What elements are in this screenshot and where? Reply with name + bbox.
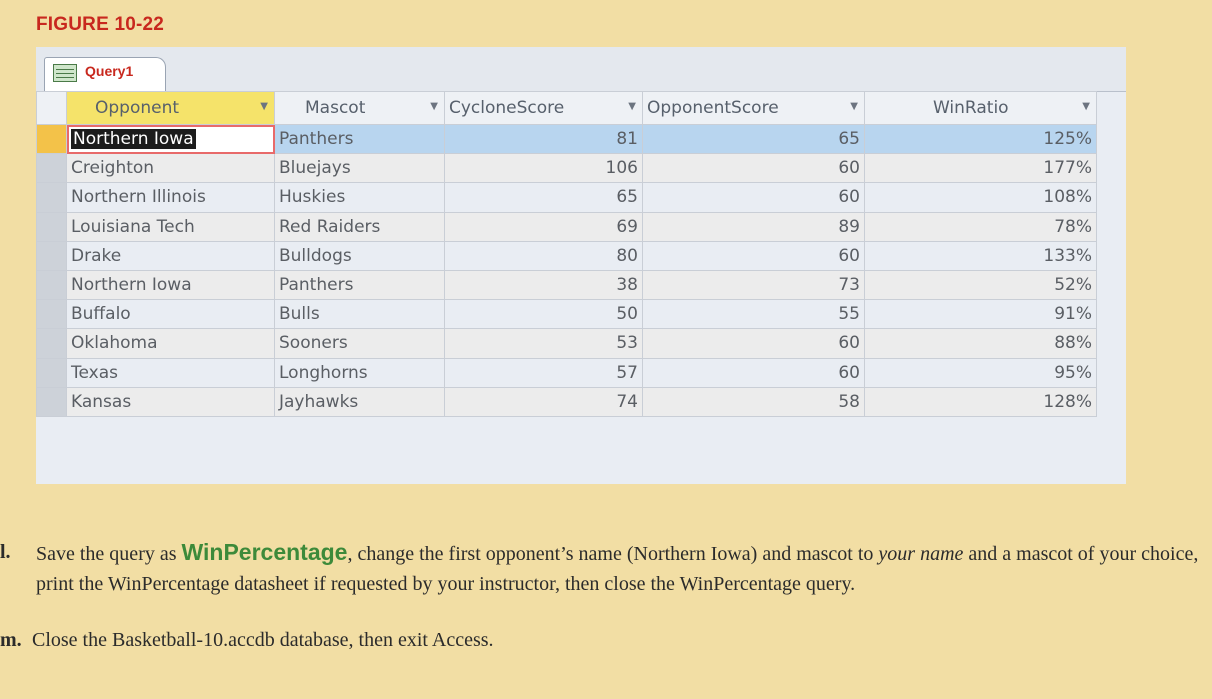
step-m-marker: m. xyxy=(0,629,22,651)
table-row[interactable]: Kansas Jayhawks 74 58 128% xyxy=(36,386,1097,417)
select-all-corner[interactable] xyxy=(36,91,67,125)
cell-winratio[interactable]: 88% xyxy=(864,328,1097,359)
table-row[interactable]: Northern Illinois Huskies 65 60 108% xyxy=(36,182,1097,213)
cell-cyclonescore[interactable]: 80 xyxy=(444,240,643,271)
cell-opponent[interactable]: Buffalo xyxy=(66,299,275,330)
row-selector[interactable] xyxy=(36,269,67,301)
cell-opponentscore[interactable]: 60 xyxy=(642,328,865,359)
cell-opponent[interactable]: Oklahoma xyxy=(66,328,275,359)
cell-winratio[interactable]: 78% xyxy=(864,211,1097,242)
cell-opponentscore[interactable]: 58 xyxy=(642,386,865,417)
cell-opponentscore[interactable]: 60 xyxy=(642,153,865,184)
column-header-cyclonescore[interactable]: CycloneScore ▼ xyxy=(444,91,643,125)
cell-opponent[interactable]: Northern Iowa xyxy=(66,269,275,301)
cell-winratio[interactable]: 133% xyxy=(864,240,1097,271)
column-header-winratio[interactable]: WinRatio ▼ xyxy=(864,91,1097,125)
cell-cyclonescore[interactable]: 81 xyxy=(444,123,643,155)
row-selector[interactable] xyxy=(36,123,67,155)
cell-mascot[interactable]: Sooners xyxy=(274,328,445,359)
row-selector[interactable] xyxy=(36,357,67,388)
row-selector[interactable] xyxy=(36,328,67,359)
table-row[interactable]: Creighton Bluejays 106 60 177% xyxy=(36,153,1097,184)
cell-cyclonescore[interactable]: 38 xyxy=(444,269,643,301)
filter-dropdown-icon[interactable]: ▼ xyxy=(628,101,636,112)
cell-winratio[interactable]: 91% xyxy=(864,299,1097,330)
datasheet-panel: Query1 Opponent ▼ Mascot ▼ CycloneScore ▼ O… xyxy=(36,47,1126,484)
cell-mascot[interactable]: Panthers xyxy=(274,269,445,301)
row-selector[interactable] xyxy=(36,386,67,417)
column-header-opponentscore[interactable]: OpponentScore ▼ xyxy=(642,91,865,125)
cell-opponentscore[interactable]: 60 xyxy=(642,240,865,271)
table-row[interactable]: Oklahoma Sooners 53 60 88% xyxy=(36,328,1097,359)
cell-cyclonescore[interactable]: 65 xyxy=(444,182,643,213)
table-row[interactable]: Northern Iowa Panthers 81 65 125% xyxy=(36,123,1097,155)
filter-dropdown-icon[interactable]: ▼ xyxy=(850,101,858,112)
cell-winratio[interactable]: 52% xyxy=(864,269,1097,301)
query-icon xyxy=(53,64,77,82)
cell-opponentscore[interactable]: 60 xyxy=(642,182,865,213)
cell-winratio[interactable]: 108% xyxy=(864,182,1097,213)
filter-dropdown-icon[interactable]: ▼ xyxy=(430,101,438,112)
cell-mascot[interactable]: Bulldogs xyxy=(274,240,445,271)
table-row[interactable]: Buffalo Bulls 50 55 91% xyxy=(36,299,1097,330)
row-selector[interactable] xyxy=(36,153,67,184)
cell-mascot[interactable]: Bluejays xyxy=(274,153,445,184)
row-selector[interactable] xyxy=(36,211,67,242)
datasheet-grid: Opponent ▼ Mascot ▼ CycloneScore ▼ Opponent… xyxy=(36,91,1097,417)
cell-opponentscore[interactable]: 89 xyxy=(642,211,865,242)
tab-label: Query1 xyxy=(85,63,134,79)
cell-mascot[interactable]: Panthers xyxy=(274,123,445,155)
row-selector[interactable] xyxy=(36,182,67,213)
column-header-opponent[interactable]: Opponent ▼ xyxy=(66,91,275,125)
cell-cyclonescore[interactable]: 53 xyxy=(444,328,643,359)
table-row[interactable]: Drake Bulldogs 80 60 133% xyxy=(36,240,1097,271)
cell-opponentscore[interactable]: 55 xyxy=(642,299,865,330)
row-selector[interactable] xyxy=(36,299,67,330)
tab-query1[interactable]: Query1 xyxy=(44,57,166,92)
column-header-mascot[interactable]: Mascot ▼ xyxy=(274,91,445,125)
cell-cyclonescore[interactable]: 50 xyxy=(444,299,643,330)
cell-mascot[interactable]: Longhorns xyxy=(274,357,445,388)
cell-cyclonescore[interactable]: 106 xyxy=(444,153,643,184)
figure-label: FIGURE 10-22 xyxy=(36,14,165,35)
cell-opponent[interactable]: Kansas xyxy=(66,386,275,417)
table-row[interactable]: Northern Iowa Panthers 38 73 52% xyxy=(36,269,1097,301)
cell-cyclonescore[interactable]: 74 xyxy=(444,386,643,417)
cell-opponent[interactable]: Northern Iowa xyxy=(66,123,275,155)
cell-mascot[interactable]: Huskies xyxy=(274,182,445,213)
cell-mascot[interactable]: Red Raiders xyxy=(274,211,445,242)
cell-opponent[interactable]: Drake xyxy=(66,240,275,271)
cell-winratio[interactable]: 128% xyxy=(864,386,1097,417)
filter-dropdown-icon[interactable]: ▼ xyxy=(260,101,268,112)
table-row[interactable]: Louisiana Tech Red Raiders 69 89 78% xyxy=(36,211,1097,242)
query-name-highlight: WinPercentage xyxy=(181,539,348,565)
cell-mascot[interactable]: Bulls xyxy=(274,299,445,330)
step-l-marker: l. xyxy=(0,541,11,563)
cell-mascot[interactable]: Jayhawks xyxy=(274,386,445,417)
step-m-text: Close the Basketball-10.accdb database, … xyxy=(32,629,494,651)
cell-winratio[interactable]: 125% xyxy=(864,123,1097,155)
row-selector[interactable] xyxy=(36,240,67,271)
cell-winratio[interactable]: 95% xyxy=(864,357,1097,388)
cell-opponent[interactable]: Texas xyxy=(66,357,275,388)
header-row: Opponent ▼ Mascot ▼ CycloneScore ▼ Opponent… xyxy=(36,91,1097,125)
cell-opponent[interactable]: Creighton xyxy=(66,153,275,184)
cell-opponent[interactable]: Northern Illinois xyxy=(66,182,275,213)
cell-cyclonescore[interactable]: 57 xyxy=(444,357,643,388)
step-l-text: Save the query as WinPercentage, change … xyxy=(36,539,1199,595)
filter-dropdown-icon[interactable]: ▼ xyxy=(1082,101,1090,112)
cell-winratio[interactable]: 177% xyxy=(864,153,1097,184)
cell-opponentscore[interactable]: 65 xyxy=(642,123,865,155)
cell-opponent[interactable]: Louisiana Tech xyxy=(66,211,275,242)
table-row[interactable]: Texas Longhorns 57 60 95% xyxy=(36,357,1097,388)
tab-strip: Query1 xyxy=(36,47,1126,92)
cell-opponentscore[interactable]: 73 xyxy=(642,269,865,301)
cell-cyclonescore[interactable]: 69 xyxy=(444,211,643,242)
cell-opponentscore[interactable]: 60 xyxy=(642,357,865,388)
